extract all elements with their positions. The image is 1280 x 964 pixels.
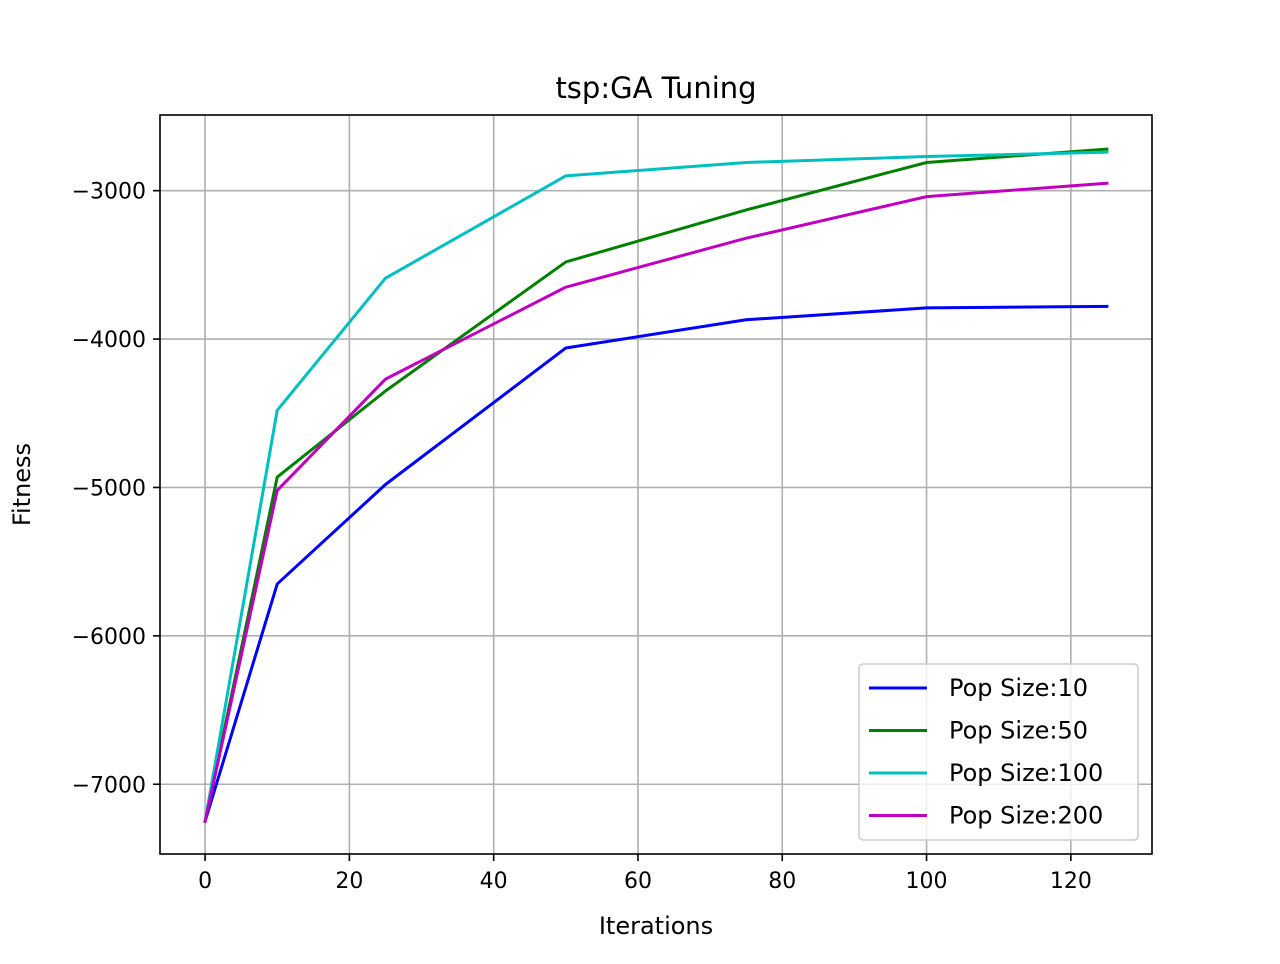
legend-item: Pop Size:200 [869, 802, 1103, 830]
legend-label: Pop Size:200 [949, 802, 1103, 830]
x-tick-label: 20 [335, 869, 363, 894]
legend-label: Pop Size:100 [949, 759, 1103, 787]
axis-ticks: 0 20 40 60 80 100 120 −7000 −6000 −5000 −4000 −3000 [72, 180, 1092, 894]
series-line-2 [203, 147, 1109, 824]
x-tick-label: 100 [906, 869, 948, 894]
plot-frame [159, 114, 1153, 855]
x-tick-label: 40 [480, 869, 508, 894]
x-tick-label: 60 [624, 869, 652, 894]
legend-box [858, 663, 1139, 841]
y-tick-label: −4000 [72, 328, 146, 353]
series-line-1 [203, 304, 1109, 824]
x-tick-label: 80 [768, 869, 796, 894]
y-tick-label: −5000 [72, 476, 146, 501]
grid-lines [160, 115, 1152, 854]
x-axis-title: Iterations [599, 912, 713, 940]
series-line-3 [203, 150, 1109, 824]
series-lines [203, 147, 1109, 824]
x-tick-label: 120 [1050, 869, 1092, 894]
legend-item: Pop Size:50 [869, 717, 1088, 745]
legend: Pop Size:10 Pop Size:50 Pop Size:100 Pop Si… [858, 663, 1139, 841]
y-tick-label: −3000 [72, 180, 146, 205]
legend-items: Pop Size:10 Pop Size:50 Pop Size:100 Pop Si… [869, 674, 1103, 830]
legend-label: Pop Size:50 [949, 717, 1088, 745]
x-tick-label: 0 [198, 869, 212, 894]
series-line-4 [203, 181, 1109, 824]
legend-item: Pop Size:100 [869, 759, 1103, 787]
chart-title: tsp:GA Tuning [555, 71, 756, 105]
y-axis-title: Fitness [8, 443, 36, 526]
y-tick-label: −7000 [72, 773, 146, 798]
legend-item: Pop Size:10 [869, 674, 1088, 702]
legend-label: Pop Size:10 [949, 674, 1088, 702]
y-tick-label: −6000 [72, 625, 146, 650]
